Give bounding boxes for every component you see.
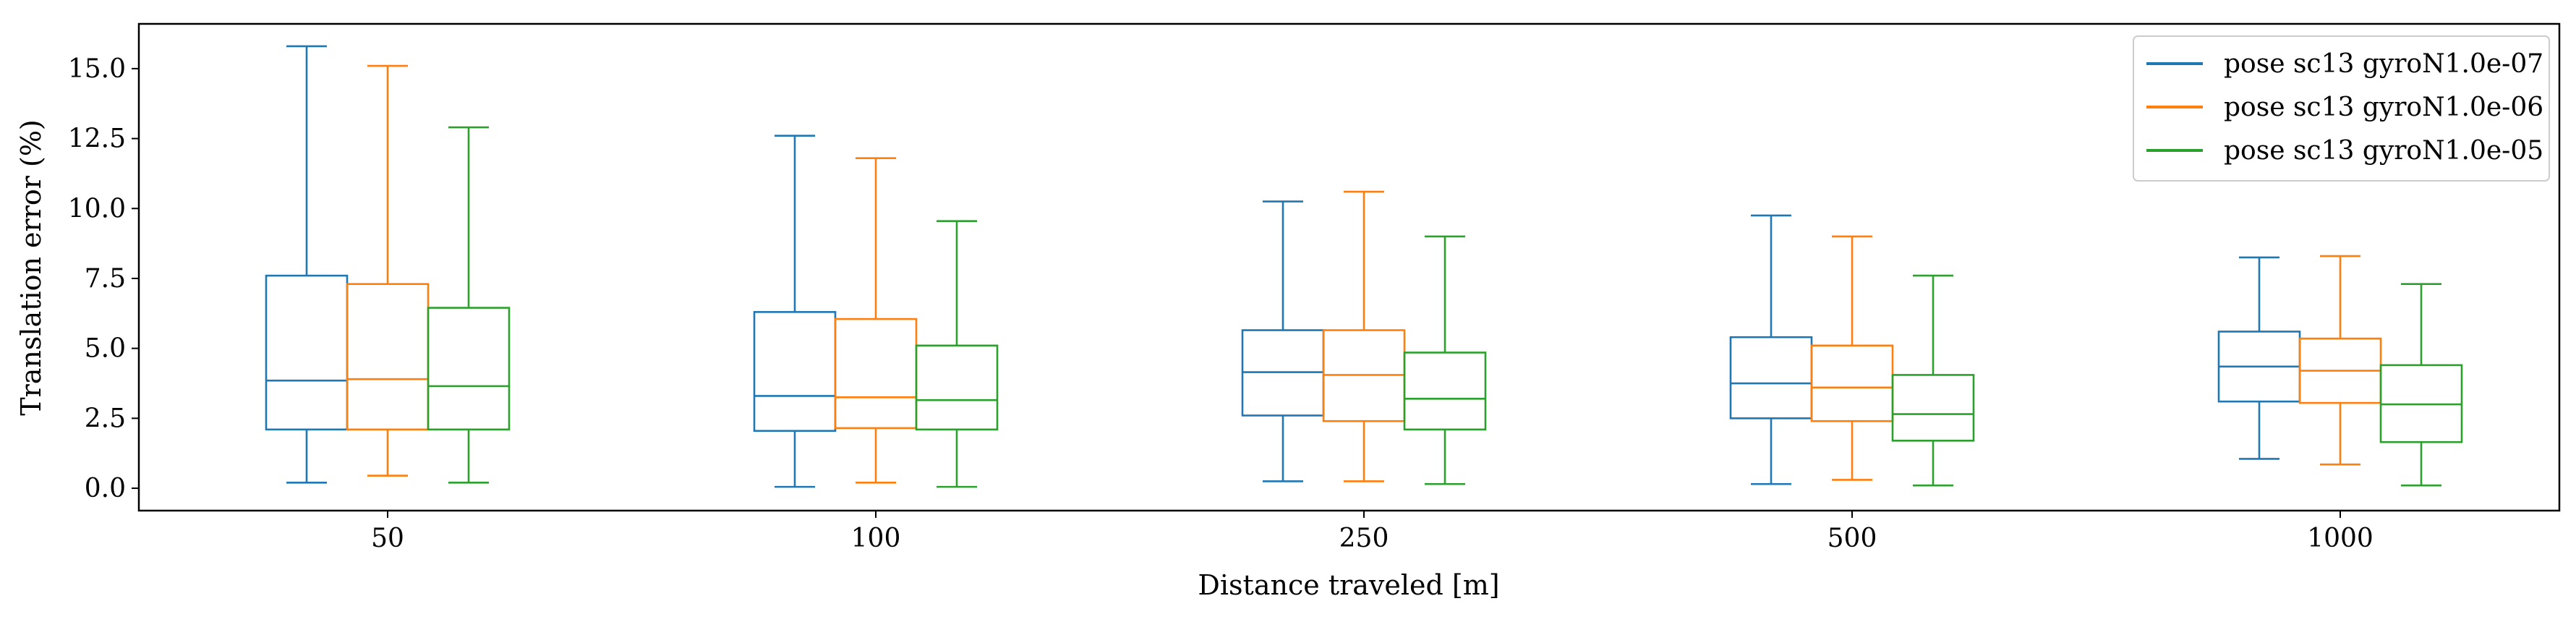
x-tick-label: 250 <box>1339 524 1389 553</box>
legend-frame <box>2133 35 2550 182</box>
box-body <box>427 307 511 431</box>
box-3-500 <box>1891 274 1975 487</box>
plot-frame <box>137 22 2561 512</box>
box-body <box>1403 352 1487 431</box>
box-3-1000 <box>2379 283 2463 487</box>
box-3-50 <box>427 126 511 484</box>
y-tick-label: 10.0 <box>68 194 126 223</box>
y-axis-label: Translation error (%) <box>15 119 47 416</box>
legend-label: pose sc13 gyroN1.0e-06 <box>2224 93 2543 122</box>
y-axis-ticks: 0.0 2.5 5.0 7.5 10.0 12.5 15.0 <box>68 54 139 503</box>
x-tick-label: 100 <box>851 524 901 553</box>
x-tick-label: 500 <box>1827 524 1877 553</box>
legend-label: pose sc13 gyroN1.0e-05 <box>2224 136 2543 166</box>
legend: pose sc13 gyroN1.0e-07 pose sc13 gyroN1.0… <box>2133 35 2550 182</box>
y-tick-label: 15.0 <box>68 54 126 84</box>
box-groups <box>265 45 2463 488</box>
y-tick-label: 0.0 <box>85 474 126 503</box>
y-tick-label: 12.5 <box>68 124 126 154</box>
x-tick-label: 50 <box>371 524 404 553</box>
box-body <box>915 344 999 431</box>
x-axis-label: Distance traveled [m] <box>1198 569 1499 601</box>
y-tick-label: 2.5 <box>85 404 126 433</box>
y-tick-label: 5.0 <box>85 334 126 364</box>
box-3-250 <box>1403 235 1487 485</box>
box-3-100 <box>915 220 999 488</box>
x-axis-ticks: 50 100 250 500 1000 <box>371 511 2374 553</box>
y-tick-label: 7.5 <box>85 264 126 294</box>
box-body <box>1891 374 1975 442</box>
x-tick-label: 1000 <box>2307 524 2374 553</box>
box-1-50 <box>265 45 349 484</box>
legend-label: pose sc13 gyroN1.0e-07 <box>2224 49 2543 79</box>
